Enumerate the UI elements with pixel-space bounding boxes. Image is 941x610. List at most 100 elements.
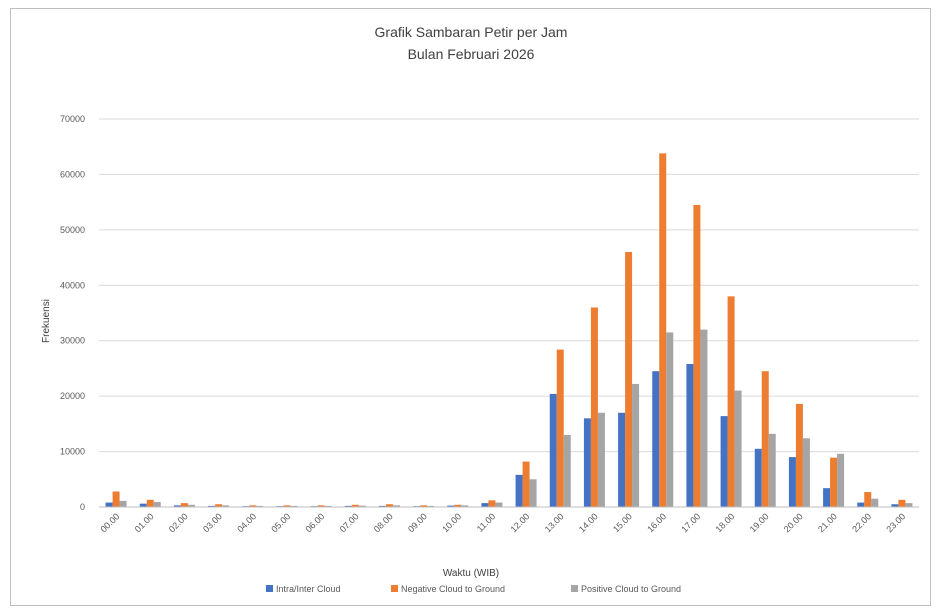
bar (871, 498, 879, 507)
bar (420, 505, 428, 507)
bar (529, 479, 537, 507)
legend-swatch (391, 585, 398, 592)
bar (891, 504, 899, 507)
bar (618, 412, 626, 507)
bar (666, 332, 674, 507)
bar (385, 504, 393, 507)
x-tick-label: 15.00 (611, 511, 634, 534)
y-tick-label: 10000 (60, 447, 85, 457)
bar (119, 500, 127, 507)
bar (857, 502, 865, 507)
x-tick-label: 20.00 (782, 511, 805, 534)
x-tick-label: 16.00 (645, 511, 668, 534)
bar (222, 505, 230, 507)
chart-frame: Grafik Sambaran Petir per Jam Bulan Febr… (10, 8, 931, 606)
bar (652, 371, 660, 507)
bar (686, 363, 694, 507)
x-tick-label: 03.00 (201, 511, 224, 534)
x-tick-label: 07.00 (338, 511, 361, 534)
y-tick-label: 30000 (60, 336, 85, 346)
bar (481, 503, 489, 507)
bar (317, 505, 325, 507)
bar (180, 503, 188, 507)
bar (563, 434, 571, 507)
y-tick-label: 50000 (60, 225, 85, 235)
x-tick-label: 14.00 (577, 511, 600, 534)
x-tick-label: 12.00 (508, 511, 531, 534)
bar (283, 505, 291, 507)
x-tick-label: 19.00 (748, 511, 771, 534)
bar (488, 500, 496, 507)
bar (734, 390, 742, 507)
bar (632, 383, 640, 507)
x-tick-label: 06.00 (303, 511, 326, 534)
bar (215, 504, 223, 507)
y-tick-label: 40000 (60, 280, 85, 290)
x-tick-label: 09.00 (406, 511, 429, 534)
bar (830, 457, 838, 507)
x-tick-label: 21.00 (816, 511, 839, 534)
bar (583, 418, 591, 507)
legend-item: Intra/Inter Cloud (266, 584, 341, 594)
bar (905, 503, 913, 507)
x-tick-label: 22.00 (850, 511, 873, 534)
chart-title-line-1: Grafik Sambaran Petir per Jam (375, 24, 568, 40)
bar (146, 499, 154, 507)
bar (515, 474, 523, 507)
legend-label: Positive Cloud to Ground (581, 584, 681, 594)
bar (597, 412, 605, 507)
x-tick-label: 01.00 (133, 511, 156, 534)
x-tick-label: 00.00 (98, 511, 121, 534)
bar (727, 296, 735, 507)
legend-swatch (266, 585, 273, 592)
bar (351, 504, 359, 507)
bar (659, 153, 667, 507)
bar (823, 488, 831, 507)
bar (290, 505, 298, 507)
bar (392, 505, 400, 507)
bar (358, 505, 366, 507)
bar (693, 204, 701, 507)
y-tick-label: 70000 (60, 114, 85, 124)
bar (549, 393, 557, 507)
bar (461, 505, 469, 507)
bar (556, 349, 564, 507)
legend-item: Negative Cloud to Ground (391, 584, 505, 594)
x-tick-label: 18.00 (713, 511, 736, 534)
bar (454, 504, 462, 507)
bar (864, 492, 872, 507)
bar (898, 499, 906, 507)
legend-label: Intra/Inter Cloud (276, 584, 341, 594)
x-tick-label: 08.00 (372, 511, 395, 534)
x-tick-label: 10.00 (440, 511, 463, 534)
bar (208, 505, 216, 507)
x-tick-label: 23.00 (884, 511, 907, 534)
y-tick-label: 20000 (60, 391, 85, 401)
legend-item: Positive Cloud to Ground (571, 584, 681, 594)
bar (788, 457, 796, 507)
bar (761, 371, 769, 507)
lightning-bar-chart: Grafik Sambaran Petir per Jam Bulan Febr… (41, 24, 919, 594)
x-tick-label: 02.00 (167, 511, 190, 534)
y-axis-title: Frekuensi (41, 299, 52, 343)
bar (802, 438, 810, 507)
bar (495, 502, 503, 507)
y-tick-label: 0 (80, 502, 85, 512)
bar (249, 505, 257, 507)
bar (522, 461, 530, 507)
bar (427, 505, 435, 507)
bar (187, 504, 195, 507)
bar (837, 453, 845, 507)
bar (768, 433, 776, 507)
bar (720, 416, 728, 507)
bar (700, 329, 708, 507)
bar (344, 505, 352, 507)
bar (378, 505, 386, 507)
legend: Intra/Inter Cloud Negative Cloud to Groun… (266, 584, 681, 594)
x-tick-label: 13.00 (543, 511, 566, 534)
bar (139, 503, 147, 507)
x-tick-label: 05.00 (269, 511, 292, 534)
bar (590, 307, 598, 507)
x-tick-label: 17.00 (679, 511, 702, 534)
chart-title-line-2: Bulan Februari 2026 (408, 46, 535, 62)
